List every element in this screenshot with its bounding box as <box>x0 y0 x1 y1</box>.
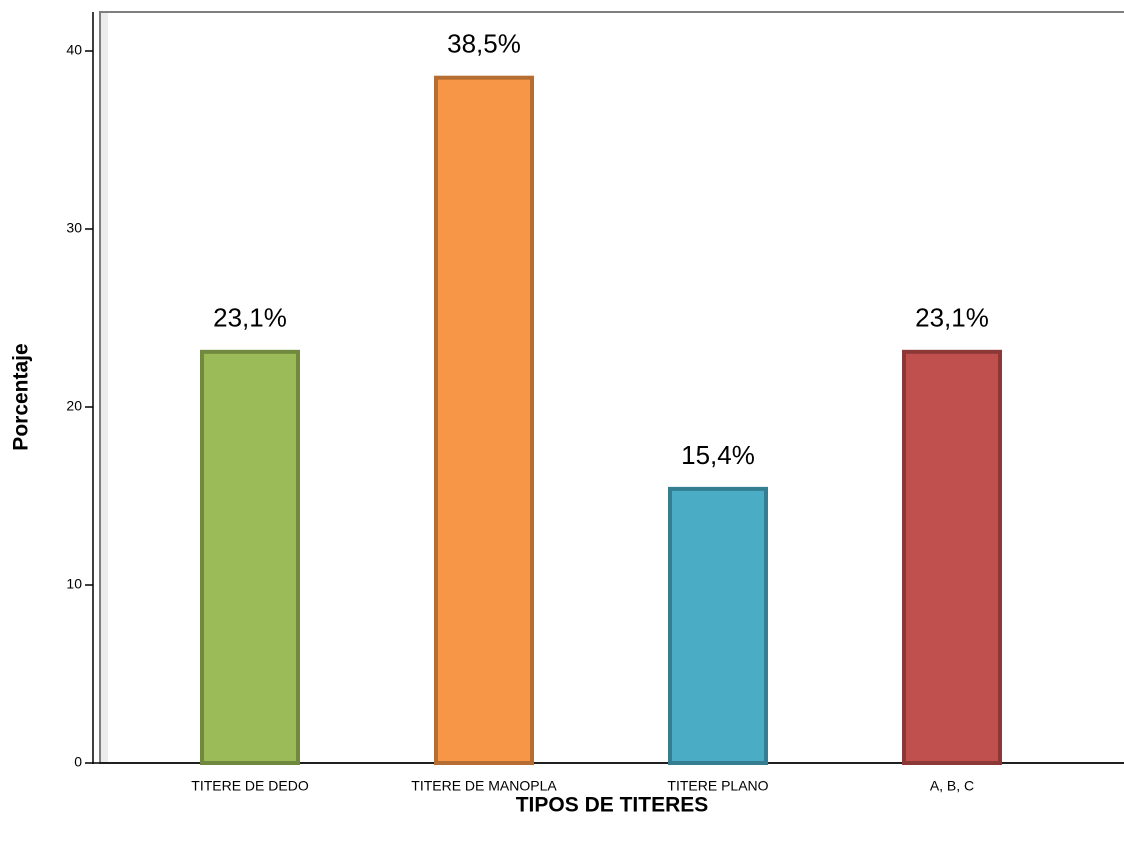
value-label: 23,1% <box>213 303 287 333</box>
bar <box>902 349 1002 765</box>
bar <box>668 486 768 765</box>
bar <box>200 349 300 765</box>
y-tick-label: 0 <box>74 754 82 770</box>
x-axis-title: TIPOS DE TITERES <box>516 794 709 817</box>
x-tick-label: TITERE DE DEDO <box>191 778 309 794</box>
y-axis-title: Porcentaje <box>10 343 33 450</box>
y-tick-label: 30 <box>66 220 82 236</box>
value-label: 23,1% <box>915 303 989 333</box>
plot-shade <box>101 13 108 762</box>
x-tick-label: TITERE PLANO <box>667 778 768 794</box>
x-tick-label: TITERE DE MANOPLA <box>411 778 557 794</box>
y-tick-label: 40 <box>66 42 82 58</box>
bar <box>434 75 534 765</box>
value-label: 38,5% <box>447 29 521 59</box>
y-tick-label: 20 <box>66 398 82 414</box>
y-tick-label: 10 <box>66 576 82 592</box>
value-label: 15,4% <box>681 440 755 470</box>
x-tick-label: A, B, C <box>930 778 974 794</box>
